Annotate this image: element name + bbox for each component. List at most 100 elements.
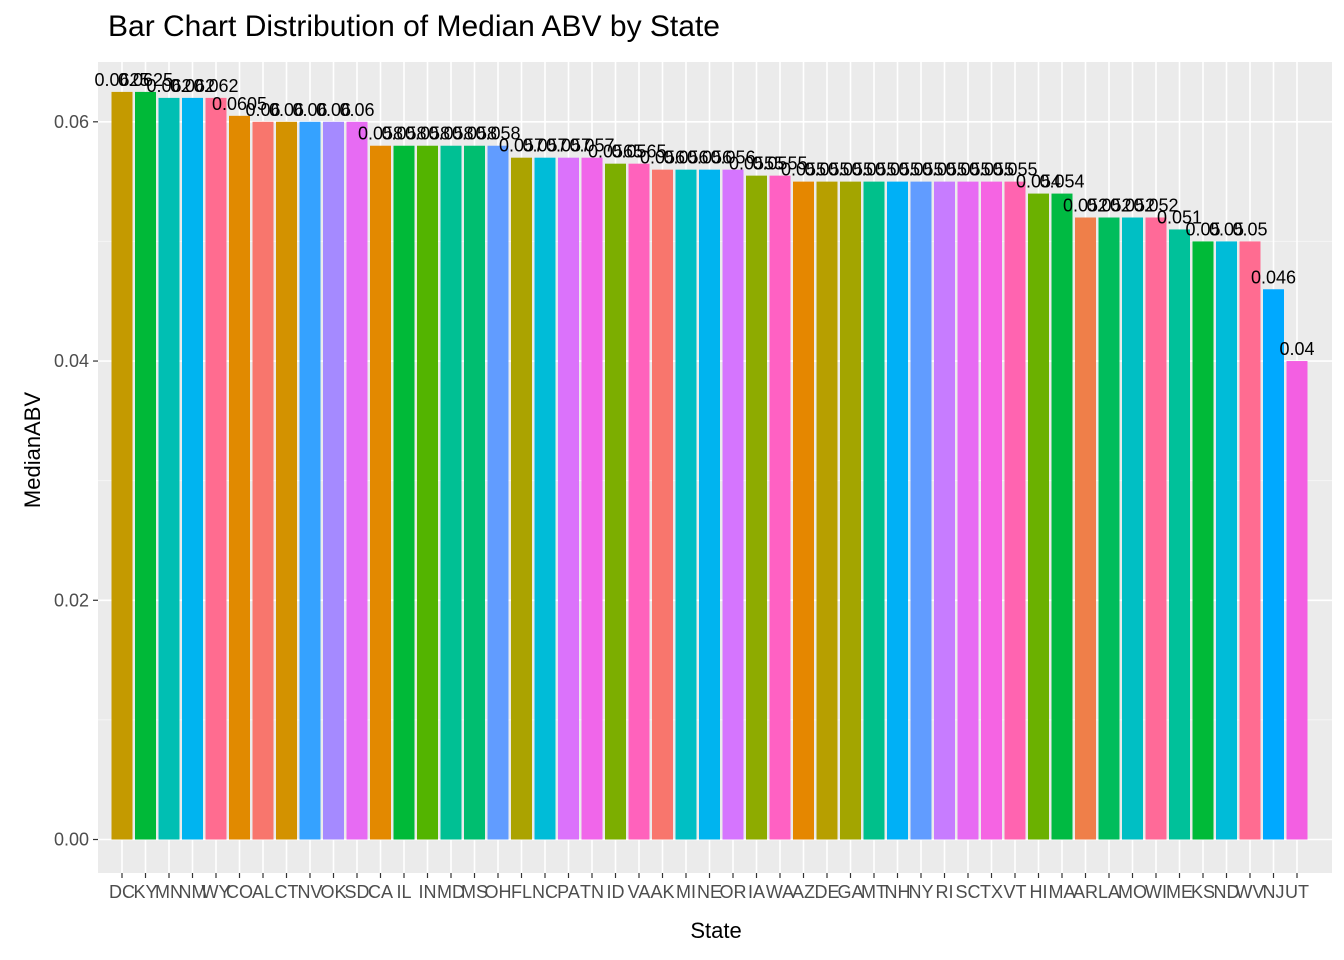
data-label-WV: 0.05 (1232, 219, 1267, 239)
data-label-NJ: 0.046 (1251, 267, 1296, 287)
x-tick-label-HI: HI (1030, 882, 1048, 902)
data-label-HI: 0.054 (1016, 172, 1061, 192)
x-tick-label-MO: MO (1118, 882, 1147, 902)
bar-MI (675, 169, 697, 840)
x-tick-label-NV: NV (297, 882, 322, 902)
data-label-DC: 0.0625 (94, 70, 149, 90)
x-tick-label-OK: OK (320, 882, 346, 902)
bar-WI (1145, 217, 1167, 840)
x-tick-label-WV: WV (1236, 882, 1265, 902)
bar-IN (417, 145, 438, 840)
data-label-VA: 0.0565 (611, 142, 666, 162)
bar-ID (605, 163, 626, 840)
data-label-MS: 0.058 (452, 124, 497, 144)
bar-WA (769, 175, 791, 840)
x-tick-label-AK: AK (650, 882, 674, 902)
x-tick-label-MI: MI (676, 882, 696, 902)
x-tick-label-UT: UT (1285, 882, 1309, 902)
x-tick-label-KS: KS (1191, 882, 1215, 902)
x-tick-label-TX: TX (980, 882, 1003, 902)
data-label-CT: 0.06 (269, 100, 304, 120)
data-label-VT: 0.055 (992, 160, 1037, 180)
data-label-NY: 0.055 (898, 160, 943, 180)
bar-MN (158, 97, 180, 840)
x-tick-label-PA: PA (557, 882, 580, 902)
data-label-NE: 0.056 (687, 148, 732, 168)
y-tick-label: 0.04 (54, 351, 89, 371)
bar-IA (746, 175, 767, 840)
x-tick-label-LA: LA (1098, 882, 1120, 902)
bar-SC (957, 181, 979, 840)
data-label-RI: 0.055 (922, 160, 967, 180)
y-tick-label: 0.06 (54, 112, 89, 132)
data-label-PA: 0.057 (546, 136, 591, 156)
x-tick-label-NM: NM (179, 882, 207, 902)
data-label-WY: 0.062 (193, 76, 238, 96)
x-tick-label-SC: SC (955, 882, 980, 902)
x-tick-label-OR: OR (720, 882, 747, 902)
x-tick-label-CA: CA (368, 882, 393, 902)
bar-MO (1122, 217, 1143, 840)
x-tick-label-AL: AL (252, 882, 274, 902)
x-tick-label-ID: ID (607, 882, 625, 902)
data-label-AL: 0.06 (245, 100, 280, 120)
data-label-MO: 0.052 (1110, 196, 1155, 216)
data-label-TN: 0.057 (569, 136, 614, 156)
bar-series (111, 91, 1308, 840)
bar-OK (323, 121, 344, 840)
data-label-SD: 0.06 (339, 100, 374, 120)
x-tick-label-MN: MN (155, 882, 183, 902)
x-tick-label-TN: TN (580, 882, 604, 902)
bar-IL (393, 145, 415, 840)
bar-CO (229, 115, 250, 840)
bar-FL (511, 157, 532, 840)
bar-AL (252, 121, 274, 840)
data-label-AZ: 0.055 (781, 160, 826, 180)
bar-TN (581, 157, 603, 840)
x-tick-label-KY: KY (133, 882, 157, 902)
data-label-DE: 0.055 (804, 160, 849, 180)
data-label-OR: 0.056 (710, 148, 755, 168)
x-tick-label-MT: MT (861, 882, 887, 902)
x-tick-label-MS: MS (461, 882, 488, 902)
data-label-NC: 0.057 (522, 136, 567, 156)
x-tick-label-NH: NH (885, 882, 911, 902)
bar-NY (910, 181, 932, 840)
data-label-LA: 0.052 (1086, 196, 1131, 216)
bar-LA (1098, 217, 1120, 840)
x-tick-label-WA: WA (766, 882, 794, 902)
data-label-ID: 0.0565 (588, 142, 643, 162)
bar-WY (205, 97, 227, 840)
data-label-GA: 0.055 (828, 160, 873, 180)
x-tick-label-VT: VT (1003, 882, 1026, 902)
x-tick-label-OH: OH (485, 882, 512, 902)
bar-NC (534, 157, 556, 840)
x-tick-label-ME: ME (1166, 882, 1193, 902)
x-tick-label-VA: VA (628, 882, 651, 902)
bar-RI (934, 181, 955, 840)
bar-AR (1075, 217, 1096, 840)
y-tick-label: 0.00 (54, 830, 89, 850)
bar-TX (981, 181, 1002, 840)
bar-NJ (1263, 289, 1284, 840)
data-label-IL: 0.058 (381, 124, 426, 144)
data-label-MI: 0.056 (663, 148, 708, 168)
data-label-CA: 0.058 (358, 124, 403, 144)
x-tick-label-AR: AR (1073, 882, 1098, 902)
bar-ND (1216, 241, 1237, 840)
data-label-OH: 0.058 (475, 124, 520, 144)
data-label-AK: 0.056 (640, 148, 685, 168)
data-label-MD: 0.058 (428, 124, 473, 144)
bar-OH (487, 145, 509, 840)
bar-MA (1051, 193, 1073, 840)
x-axis-title: State (690, 918, 741, 943)
x-tick-label-NC: NC (532, 882, 558, 902)
data-label-WI: 0.052 (1133, 196, 1178, 216)
data-label-IN: 0.058 (405, 124, 450, 144)
bar-PA (558, 157, 579, 840)
x-tick-label-AZ: AZ (792, 882, 815, 902)
data-label-ND: 0.05 (1209, 219, 1244, 239)
bar-VA (628, 163, 650, 840)
y-axis-title: MedianABV (20, 392, 45, 509)
